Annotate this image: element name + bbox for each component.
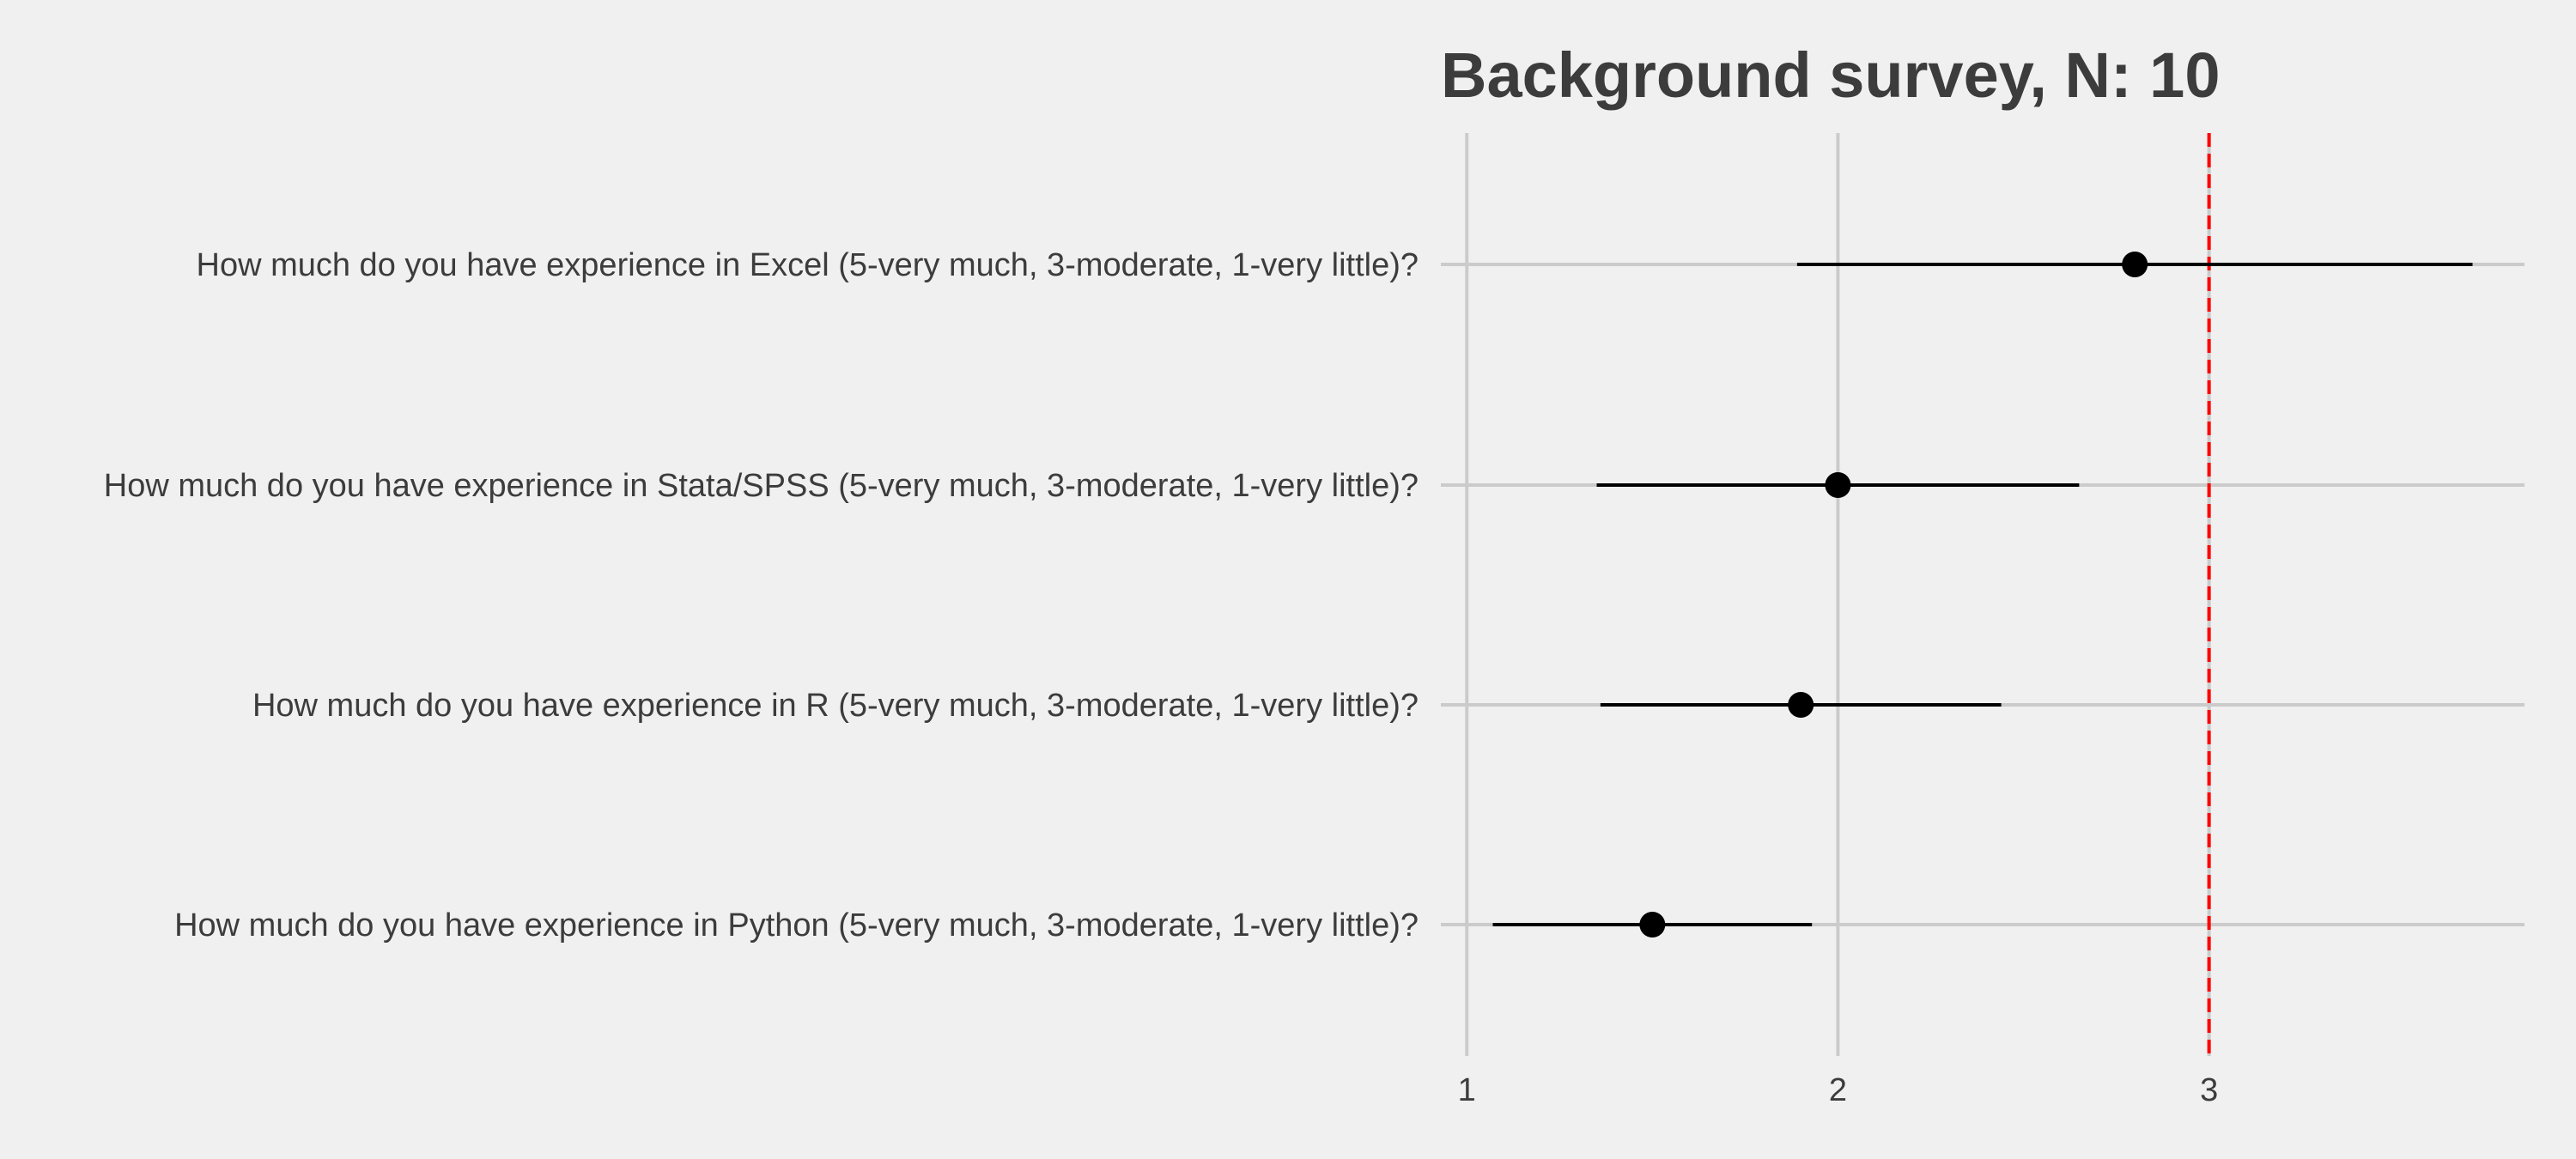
category-label: How much do you have experience in Excel… bbox=[197, 247, 1419, 283]
category-label: How much do you have experience in Stata… bbox=[104, 468, 1419, 504]
data-point bbox=[2122, 252, 2148, 277]
category-label: How much do you have experience in R (5-… bbox=[252, 688, 1419, 724]
x-tick-label: 3 bbox=[2200, 1072, 2218, 1108]
data-layer bbox=[1492, 252, 2473, 938]
label-layer: 1 2 3 How much do you have experience in Ex… bbox=[104, 247, 2218, 1108]
data-point bbox=[1788, 692, 1814, 718]
x-tick-label: 1 bbox=[1458, 1072, 1476, 1108]
data-point bbox=[1825, 472, 1851, 498]
x-tick-label: 2 bbox=[1829, 1072, 1847, 1108]
data-point bbox=[1639, 912, 1666, 938]
category-label: How much do you have experience in Pytho… bbox=[174, 907, 1419, 944]
chart-title: Background survey, N: 10 bbox=[1441, 39, 2220, 111]
